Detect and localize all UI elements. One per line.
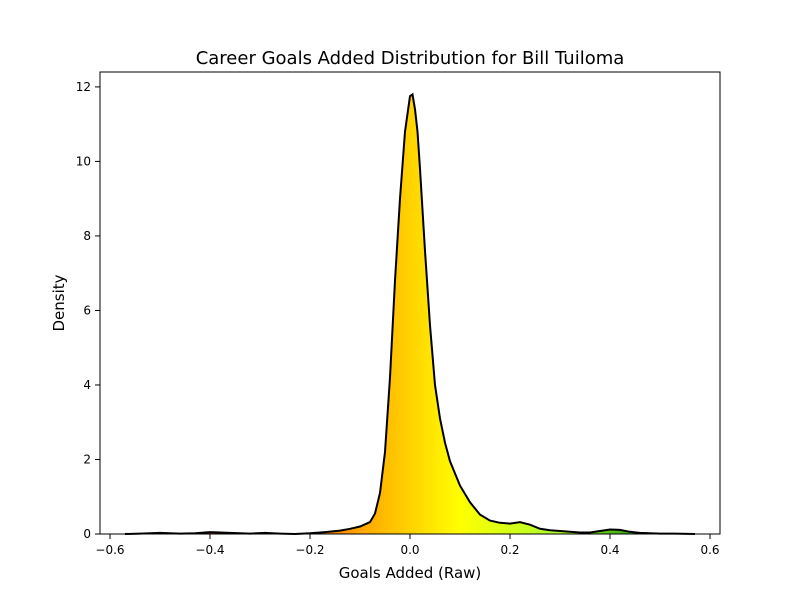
x-tick-label: 0.2 xyxy=(500,543,519,557)
x-tick-label: −0.6 xyxy=(95,543,124,557)
y-tick-label: 10 xyxy=(76,154,91,168)
x-tick-label: −0.2 xyxy=(295,543,324,557)
y-tick-label: 12 xyxy=(76,80,91,94)
y-tick-label: 6 xyxy=(83,303,91,317)
y-tick-label: 4 xyxy=(83,378,91,392)
y-axis: 0 2 4 6 8 10 12 xyxy=(76,80,100,541)
x-axis: −0.6 −0.4 −0.2 0.0 0.2 0.4 0.6 xyxy=(95,534,720,557)
x-tick-label: 0.4 xyxy=(600,543,619,557)
density-fill xyxy=(125,94,695,534)
plot-area xyxy=(99,71,721,536)
y-axis-label: Density xyxy=(50,274,68,331)
y-tick-label: 0 xyxy=(83,527,91,541)
chart-title: Career Goals Added Distribution for Bill… xyxy=(196,48,625,69)
x-axis-label: Goals Added (Raw) xyxy=(339,564,482,582)
y-tick-label: 2 xyxy=(83,452,91,466)
x-tick-label: 0.6 xyxy=(700,543,719,557)
y-tick-label: 8 xyxy=(83,229,91,243)
x-tick-label: 0.0 xyxy=(400,543,419,557)
x-tick-label: −0.4 xyxy=(195,543,224,557)
